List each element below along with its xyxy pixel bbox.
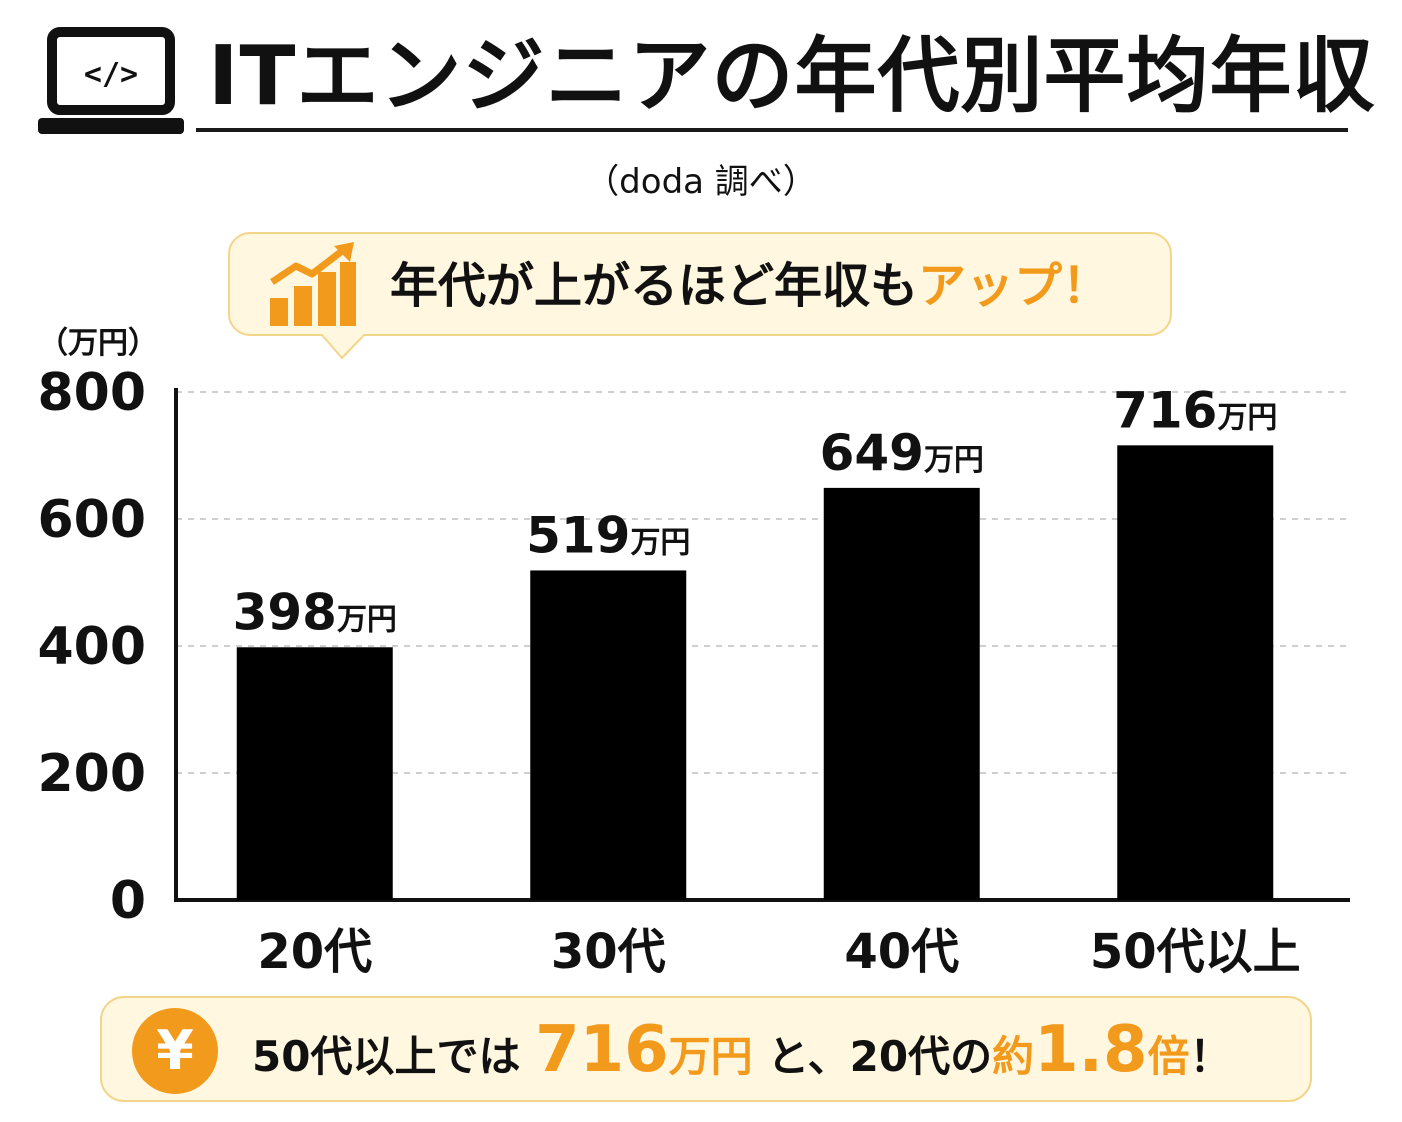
y-tick-label: 800 [37,363,146,423]
summary-ratio-value: 1.8 [1034,1013,1148,1087]
yen-icon: ¥ [132,1008,218,1094]
bar-value-label: 519万円 [526,506,690,564]
summary-banner: ¥ 50代以上では 716万円 と、20代の約1.8倍！ [100,996,1312,1102]
summary-part1: 50代以上では [252,1032,536,1081]
summary-ratio-prefix: 約 [992,1032,1035,1081]
summary-ratio-suffix: 倍 [1147,1032,1190,1081]
y-tick-label: 0 [110,871,146,931]
callout-bubble: 年代が上がるほど年収もアップ！ [228,232,1172,336]
source-note: （doda 調べ） [585,162,817,202]
bar-value-label: 398万円 [233,583,397,641]
callout-accent-text: アップ！ [918,258,1111,314]
x-tick-label: 50代以上 [1090,924,1301,980]
x-tick-label: 30代 [551,924,666,980]
bar-chart: 0 200 400 600 800 398万円 20代 519万円 30代 649万円 40代 716… [37,363,1350,980]
callout-tail [322,334,364,360]
svg-text:</>: </> [84,57,138,92]
y-tick-label: 200 [37,744,146,804]
laptop-code-icon: </> [38,27,184,134]
summary-highlight-value: 716 [535,1013,669,1087]
y-tick-label: 600 [37,490,146,550]
callout-text: 年代が上がるほど年収もアップ！ [390,254,1110,318]
bar-value-label: 716万円 [1113,381,1277,439]
trend-up-chart-icon [270,242,356,326]
x-tick-label: 20代 [257,924,372,980]
bar [236,647,393,900]
summary-part2: と、20代の [752,1032,993,1081]
summary-highlight-unit: 万円 [668,1032,753,1081]
title-underline [196,128,1348,132]
bar [1117,445,1274,900]
y-axis-unit: （万円） [38,326,158,361]
x-tick-label: 40代 [844,924,959,980]
summary-ending: ！ [1189,1032,1232,1081]
bar-value-label: 649万円 [820,424,984,482]
summary-text: 50代以上では 716万円 と、20代の約1.8倍！ [252,1012,1232,1095]
bar [823,487,980,900]
page-title: ITエンジニアの年代別平均年収 [208,29,1376,124]
bar [530,570,687,900]
y-tick-label: 400 [37,617,146,677]
callout-main-text: 年代が上がるほど年収も [390,258,919,314]
